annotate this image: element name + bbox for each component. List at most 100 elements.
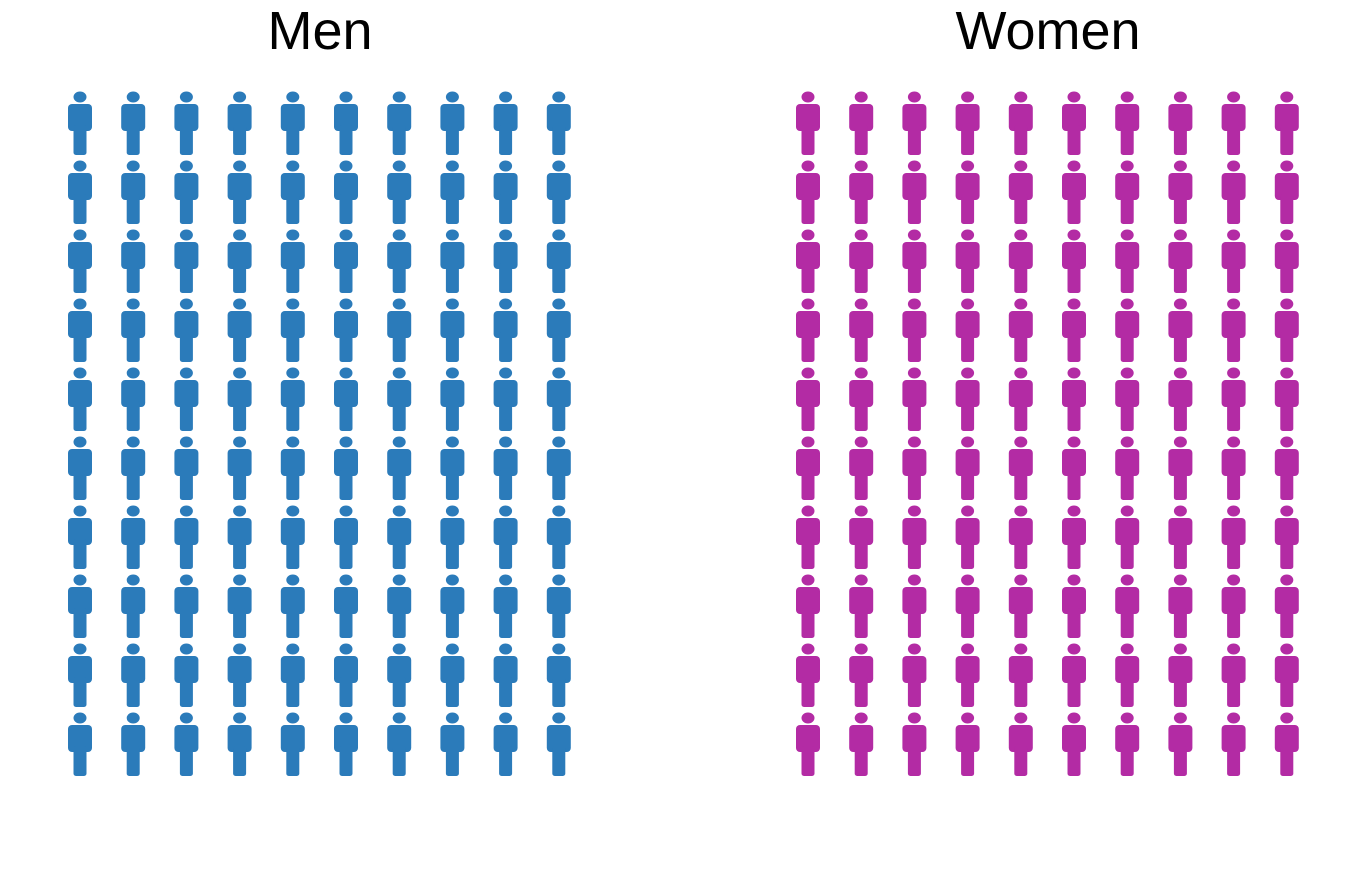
person-icon [280,298,305,362]
person-icon [546,712,571,776]
person-icon [955,91,980,155]
person-icon [334,91,358,155]
person-icon [121,574,146,638]
person-icon [546,160,571,224]
person-icon [1115,574,1140,638]
person-icon [227,643,252,707]
person-icon [121,160,146,224]
person-icon [493,160,518,224]
person-icon [902,298,927,362]
person-icon [121,436,146,500]
person-icon [796,160,820,224]
person-icon [1115,367,1140,431]
person-icon [1274,574,1299,638]
person-icon [955,436,980,500]
person-icon [1115,160,1140,224]
person-icon [955,298,980,362]
person-icon [387,643,412,707]
person-icon [387,367,412,431]
person-icon [1221,298,1246,362]
person-icon [546,436,571,500]
person-icon [1008,160,1033,224]
person-icon [1274,298,1299,362]
person-icon [68,367,92,431]
person-icon [227,229,252,293]
person-icon [493,505,518,569]
person-icon [121,505,146,569]
person-icon [68,436,92,500]
person-icon [796,436,820,500]
person-icon [1062,712,1086,776]
person-icon [1274,91,1299,155]
person-icon [546,367,571,431]
person-icon [280,436,305,500]
person-icon [68,574,92,638]
person-icon [1062,160,1086,224]
person-icon [849,643,874,707]
person-icon [280,367,305,431]
person-icon [227,505,252,569]
person-icon [1221,712,1246,776]
person-icon [1062,91,1086,155]
person-icon [121,298,146,362]
person-icon [902,229,927,293]
person-icon [227,574,252,638]
person-icon [1062,436,1086,500]
person-icon [440,436,465,500]
person-icon [387,229,412,293]
person-icon [955,160,980,224]
person-icon [227,91,252,155]
person-icon [849,574,874,638]
person-icon [174,367,199,431]
icon-grid [796,91,1299,776]
person-icon [440,160,465,224]
person-icon [334,160,358,224]
person-icon [546,643,571,707]
person-icon [902,367,927,431]
person-icon [1221,160,1246,224]
person-icon [1115,436,1140,500]
person-icon [174,574,199,638]
person-icon [1062,574,1086,638]
person-icon [1115,712,1140,776]
person-icon [334,505,358,569]
person-icon [1221,229,1246,293]
person-icon [440,643,465,707]
person-icon [280,643,305,707]
person-icon [1062,367,1086,431]
person-icon [1008,505,1033,569]
person-icon [387,160,412,224]
person-icon [1168,574,1193,638]
person-icon [1168,229,1193,293]
person-icon [174,436,199,500]
person-icon [440,505,465,569]
person-icon [227,298,252,362]
person-icon [902,574,927,638]
person-icon [849,91,874,155]
person-icon [68,505,92,569]
person-icon [227,160,252,224]
person-icon [334,436,358,500]
person-icon [955,367,980,431]
person-icon [121,229,146,293]
person-icon [1168,367,1193,431]
person-icon [1008,298,1033,362]
person-icon [68,160,92,224]
person-icon [1221,574,1246,638]
person-icon [546,229,571,293]
person-icon [174,91,199,155]
person-icon [280,229,305,293]
person-icon [1115,643,1140,707]
person-icon [1221,91,1246,155]
person-icon [1008,229,1033,293]
person-icon [334,229,358,293]
person-icon [227,367,252,431]
person-icon [227,712,252,776]
person-icon [1008,574,1033,638]
panel-title: Women [955,1,1141,61]
person-icon [1274,160,1299,224]
person-icon [849,160,874,224]
person-icon [796,712,820,776]
person-icon [68,298,92,362]
person-icon [849,505,874,569]
